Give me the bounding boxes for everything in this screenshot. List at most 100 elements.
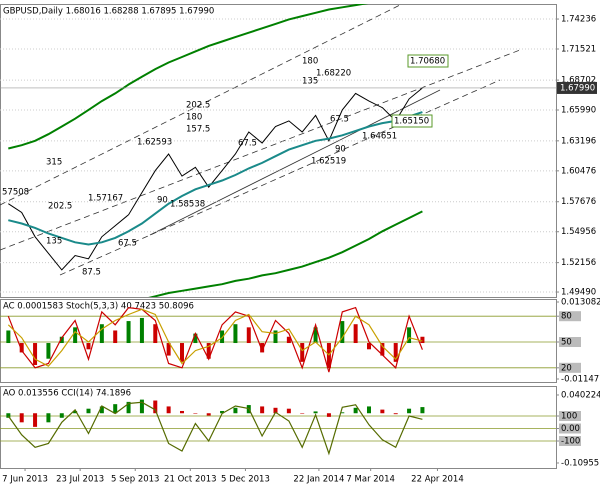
- bar: [407, 327, 412, 344]
- bar: [193, 413, 198, 414]
- bar: [99, 406, 104, 414]
- bar: [313, 327, 318, 344]
- bar: [33, 343, 38, 365]
- x-tick-label: 22 Apr 2014: [411, 475, 464, 485]
- bar: [233, 324, 238, 344]
- bar: [407, 408, 412, 414]
- bar: [6, 330, 11, 344]
- bar: [46, 413, 51, 423]
- series-line: [7, 401, 423, 456]
- tick-box: [559, 423, 581, 434]
- annotation: 135: [46, 237, 62, 247]
- annotation: 1.58538: [170, 200, 205, 210]
- annotation: 202.5: [186, 101, 210, 111]
- series-line: [8, 111, 423, 246]
- bar: [99, 324, 104, 344]
- tick-box: [559, 337, 581, 348]
- bar: [139, 317, 144, 344]
- bar: [420, 336, 425, 344]
- annotation: 1.65150: [394, 117, 429, 127]
- bar: [300, 343, 305, 362]
- y-tick-label: -0.011477: [561, 375, 600, 385]
- bar: [273, 330, 278, 344]
- x-tick-label: 5 Sep 2013: [111, 475, 159, 485]
- bar: [233, 407, 238, 414]
- annotation: 90: [335, 145, 346, 155]
- bar: [139, 399, 144, 414]
- bar: [19, 413, 24, 423]
- x-tick-label: 23 Jul 2013: [56, 475, 104, 485]
- annotation: 135: [302, 77, 318, 87]
- main-panel: [0, 4, 557, 298]
- series-line: [8, 87, 423, 271]
- y-tick-label: 1.49490: [561, 288, 596, 298]
- bar: [340, 321, 345, 344]
- bar: [153, 324, 158, 344]
- bar: [393, 343, 398, 362]
- y-tick-label: 20: [561, 363, 572, 373]
- annotation: 57508: [2, 188, 29, 198]
- channel: [0, 49, 521, 251]
- bar: [286, 408, 291, 414]
- bar: [126, 401, 131, 414]
- bar: [353, 324, 358, 344]
- tick-box: [559, 411, 581, 421]
- bar: [273, 407, 278, 414]
- bar: [366, 343, 371, 350]
- bar: [246, 327, 251, 344]
- annotation: 1.70680: [410, 57, 445, 67]
- bar: [420, 407, 425, 414]
- plot: [0, 399, 556, 456]
- tick-box: [559, 436, 581, 446]
- bar: [86, 408, 91, 414]
- annotation: 1.68220: [316, 69, 351, 79]
- bar: [126, 321, 131, 344]
- bar: [206, 343, 211, 359]
- bar: [113, 330, 118, 344]
- y-tick-label: 1.60476: [561, 166, 596, 176]
- annotation: 1.57167: [88, 194, 123, 204]
- bar: [380, 343, 385, 356]
- annotation: 87.5: [82, 268, 101, 278]
- annotation: 1.62593: [137, 138, 172, 148]
- y-tick-label: 1.54956: [561, 227, 596, 237]
- bar: [300, 413, 305, 414]
- bar: [340, 412, 345, 414]
- annotation: 202.5: [48, 202, 72, 212]
- tick-box: [559, 362, 581, 373]
- bar: [153, 400, 158, 414]
- bar: [220, 410, 225, 414]
- bar: [286, 336, 291, 344]
- last-price-box: [557, 81, 597, 94]
- sub-title: AC 0.0001583 Stoch(5,3,3) 40.7423 50.809…: [3, 302, 194, 312]
- y-tick-label: 1.68702: [561, 76, 596, 86]
- bar: [313, 411, 318, 414]
- channel-lines: [0, 4, 521, 276]
- annotation: 67.5: [118, 239, 137, 249]
- bar: [73, 410, 78, 414]
- plot: [0, 306, 556, 373]
- x-tick-label: 5 Dec 2013: [221, 475, 270, 485]
- bar: [353, 407, 358, 414]
- ao-cci-panel: [0, 386, 557, 469]
- bar: [260, 343, 265, 353]
- series-line: [7, 308, 423, 367]
- y-tick-label: 1.65990: [561, 106, 596, 116]
- bar: [86, 343, 91, 350]
- bar: [113, 404, 118, 414]
- annotation: 1.64651: [362, 132, 397, 142]
- annotation-box: [407, 54, 449, 68]
- trend-line: [149, 89, 441, 236]
- bar: [179, 410, 184, 414]
- y-tick-label: 50: [561, 338, 572, 348]
- bar: [393, 413, 398, 415]
- channel: [0, 4, 401, 206]
- bar: [260, 406, 265, 414]
- annotation: 180: [186, 113, 202, 123]
- x-tick-label: 7 Jun 2013: [2, 475, 48, 485]
- y-tick-label: 1.74236: [561, 15, 596, 25]
- y-tick-label: 0.013082: [561, 298, 600, 308]
- bar: [166, 406, 171, 414]
- bar: [366, 406, 371, 414]
- bar: [59, 413, 64, 418]
